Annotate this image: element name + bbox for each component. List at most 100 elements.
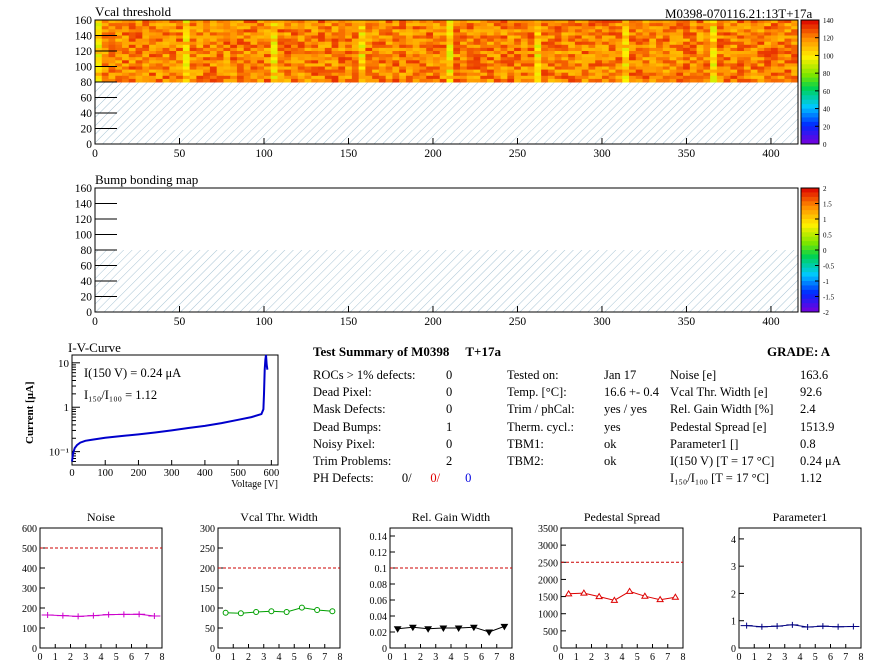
x-tick-label: 150: [340, 148, 358, 160]
heatmap-cell: [324, 20, 333, 24]
heatmap-cell: [716, 44, 725, 49]
heatmap-cell: [122, 20, 130, 24]
heatmap-cell: [534, 60, 542, 64]
heatmap-cell: [203, 32, 211, 36]
heatmap-cell: [115, 54, 123, 58]
heatmap-cell: [635, 38, 644, 43]
heatmap-cell: [378, 32, 387, 36]
heatmap-cell: [338, 75, 346, 80]
heatmap-cell: [764, 51, 772, 55]
heatmap-cell: [311, 78, 319, 83]
heatmap-cell: [135, 47, 143, 52]
colorbar-segment: [801, 219, 819, 224]
heatmap-cell: [622, 69, 630, 74]
heatmap-cell: [710, 23, 718, 27]
heatmap-cell: [223, 29, 231, 33]
heatmap-cell: [351, 26, 360, 30]
heatmap-cell: [108, 23, 116, 27]
colorbar-segment: [801, 236, 819, 242]
heatmap-cell: [372, 69, 380, 74]
heatmap-cell: [432, 32, 441, 36]
heatmap-cell: [737, 69, 745, 74]
heatmap-cell: [791, 29, 799, 33]
heatmap-cell: [236, 32, 245, 36]
heatmap-cell: [493, 35, 502, 40]
heatmap-cell: [487, 20, 495, 24]
heatmap-cell: [547, 57, 556, 61]
heatmap-cell: [162, 23, 170, 27]
mini-chart-title: Pedestal Spread: [584, 510, 660, 524]
heatmap-cell: [345, 57, 353, 61]
defect-value: 0: [446, 402, 453, 417]
heatmap-cell: [615, 41, 623, 46]
mini-chart-3: Rel. Gain Width00.020.040.060.080.10.120…: [370, 510, 515, 663]
heatmap-cell: [669, 44, 677, 49]
heatmap-cell: [642, 51, 650, 55]
heatmap-cell: [135, 54, 143, 58]
heatmap-cell: [345, 66, 353, 71]
heatmap-cell: [683, 26, 691, 30]
colorbar-segment: [801, 210, 819, 215]
heatmap-cell: [750, 75, 758, 80]
heatmap-cell: [230, 75, 238, 80]
heatmap-cell: [243, 47, 251, 52]
y-tick-label: 1500: [538, 593, 558, 604]
heatmap-cell: [263, 57, 272, 61]
y-tick-label: 0.04: [370, 612, 388, 623]
heatmap-cell: [595, 69, 603, 74]
heatmap-cell: [149, 26, 157, 30]
heatmap-cell: [345, 72, 353, 77]
heatmap-cell: [527, 63, 535, 67]
heatmap-cell: [155, 47, 164, 52]
heatmap-cell: [162, 60, 170, 64]
heatmap-cell: [101, 47, 110, 52]
heatmap-cell: [284, 35, 292, 40]
heatmap-cell: [230, 54, 238, 58]
heatmap-cell: [514, 54, 522, 58]
heatmap-cell: [757, 54, 765, 58]
heatmap-cell: [770, 75, 779, 80]
heatmap-cell: [203, 29, 211, 33]
heatmap-cell: [426, 32, 434, 36]
heatmap-cell: [689, 57, 698, 61]
heatmap-cell: [662, 60, 671, 64]
heatmap-cell: [412, 54, 420, 58]
heatmap-cell: [480, 29, 488, 33]
heatmap-cell: [656, 29, 664, 33]
heatmap-cell: [629, 47, 637, 52]
heatmap-cell: [304, 20, 312, 24]
heatmap-cell: [182, 63, 191, 67]
heatmap-cell: [791, 35, 799, 40]
heatmap-cell: [297, 29, 306, 33]
heatmap-cell: [446, 32, 454, 36]
colorbar-segment: [801, 303, 819, 308]
heatmap-cell: [216, 63, 224, 67]
heatmap-cell: [601, 78, 610, 83]
heatmap-cell: [460, 75, 468, 80]
heatmap-cell: [500, 75, 508, 80]
x-tick-label: 8: [859, 652, 864, 663]
heatmap-cell: [101, 41, 110, 46]
heatmap-cell: [432, 63, 441, 67]
heatmap-cell: [176, 72, 184, 77]
heatmap-cell: [757, 60, 765, 64]
heatmap-cell: [439, 20, 447, 24]
heatmap-cell: [419, 72, 427, 77]
heatmap-cell: [777, 60, 785, 64]
y-tick-label: 300: [200, 524, 215, 535]
heatmap-cell: [399, 66, 407, 71]
colorbar-segment: [801, 227, 819, 233]
heatmap-cell: [142, 54, 150, 58]
data-point: [469, 624, 478, 632]
metric-value: 1513.9: [800, 419, 835, 434]
heatmap-cell: [405, 63, 414, 67]
heatmap-cell: [676, 63, 684, 67]
heatmap-cell: [622, 35, 630, 40]
heatmap-cell: [236, 38, 245, 43]
heatmap-cell: [541, 32, 549, 36]
heatmap-cell: [460, 63, 468, 67]
heatmap-cell: [757, 75, 765, 80]
heatmap-cell: [149, 47, 157, 52]
